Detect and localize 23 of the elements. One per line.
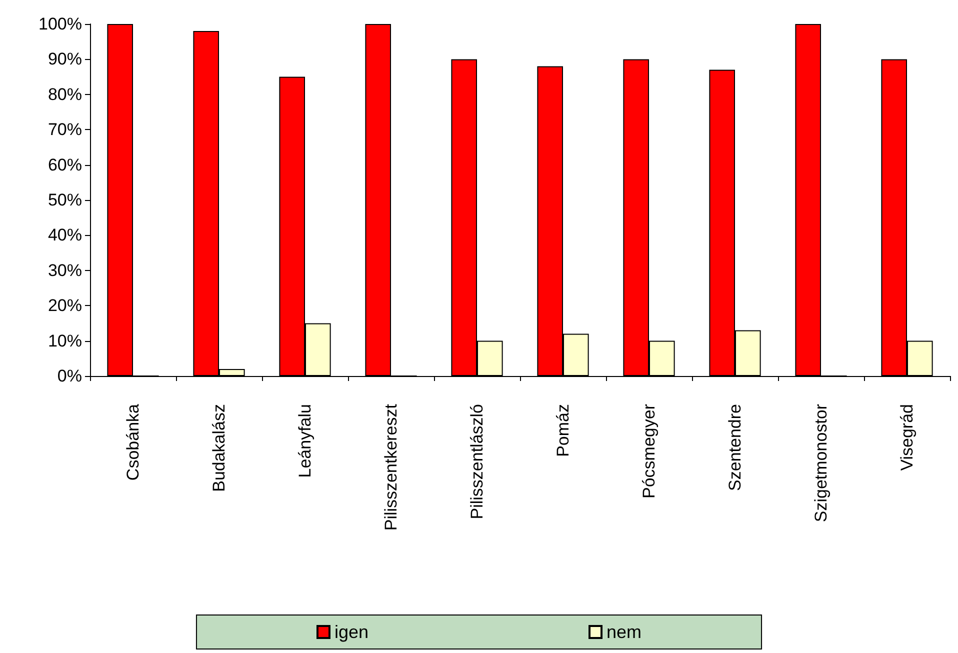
x-tick-label: Budakalász — [210, 404, 228, 492]
y-tick-label: 90% — [48, 50, 82, 69]
y-tick-label: 40% — [48, 226, 82, 245]
y-tick-label: 70% — [48, 120, 82, 140]
y-tick-label: 10% — [48, 331, 82, 350]
y-tick-label: 30% — [48, 260, 82, 280]
x-tick-label: Szentendre — [726, 404, 744, 491]
y-tick-label: 60% — [48, 155, 82, 174]
y-tick-label: 0% — [57, 366, 82, 386]
y-tick-label: 50% — [48, 190, 82, 210]
x-tick-label: Szigetmonostor — [812, 404, 830, 522]
x-tick-label: Pilisszentkereszt — [382, 404, 400, 531]
x-tick-label: Pócsmegyer — [640, 404, 658, 498]
y-tick-label: 100% — [38, 14, 82, 34]
legend-label: igen — [334, 622, 369, 642]
x-tick-label: Csobánka — [124, 403, 142, 481]
y-tick-label: 80% — [48, 84, 82, 104]
x-tick-label: Pomáz — [554, 404, 572, 457]
x-tick-label: Pilisszentlászló — [468, 404, 486, 520]
x-tick-label: Leányfalu — [296, 404, 314, 478]
y-tick-label: 20% — [48, 296, 82, 316]
legend-label: nem — [606, 622, 642, 642]
x-tick-label: Visegrád — [898, 404, 916, 471]
